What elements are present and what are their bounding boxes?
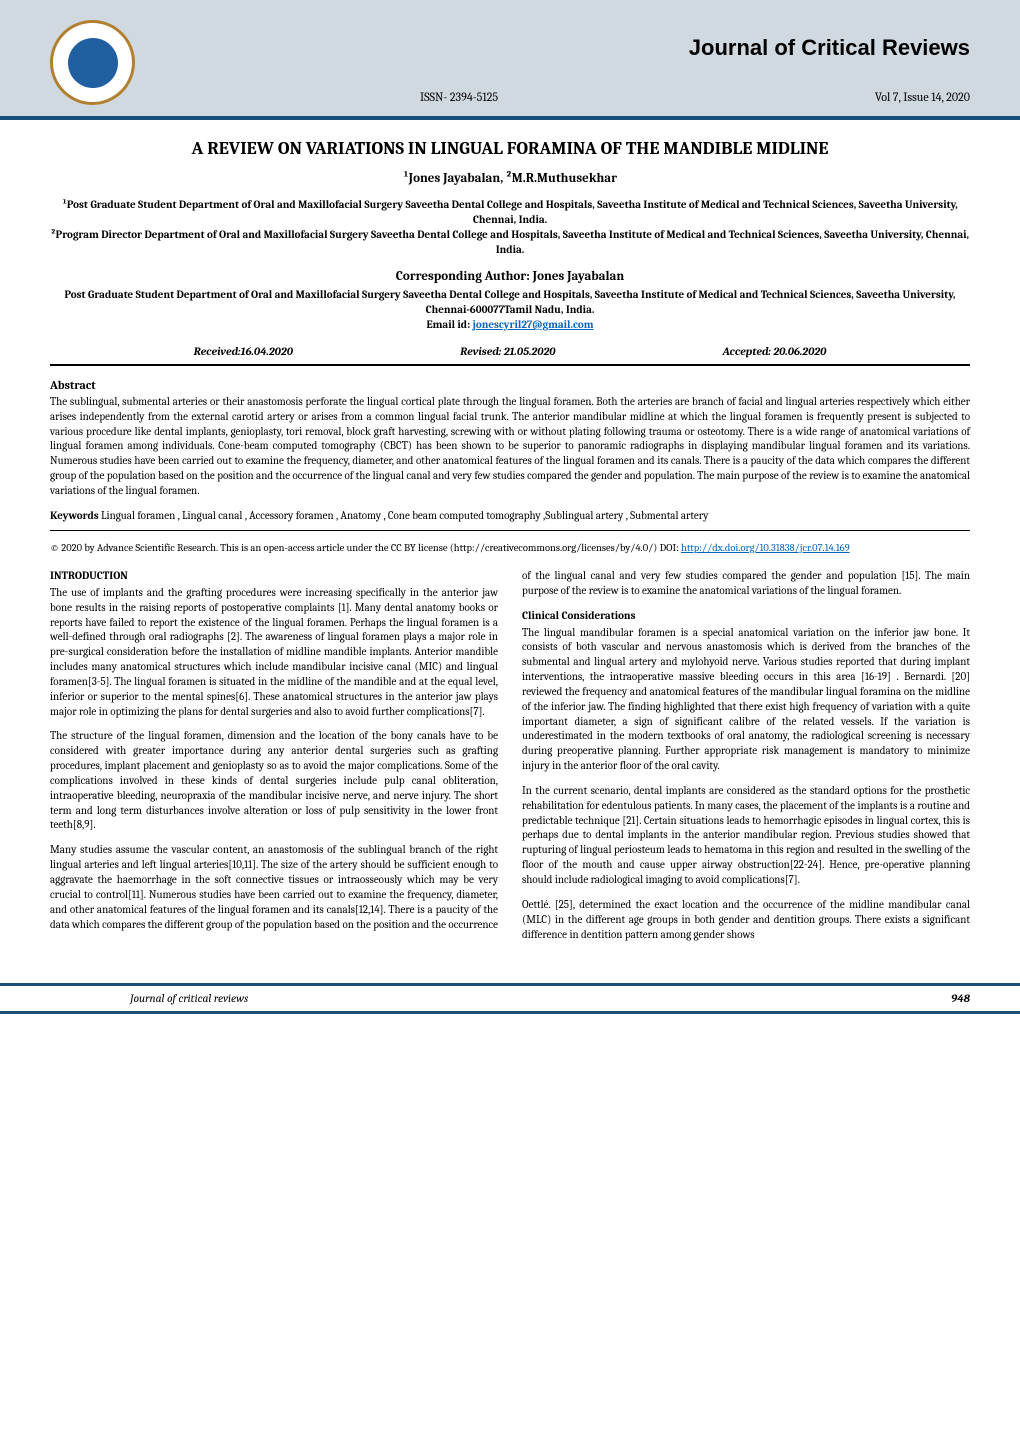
footer-journal-name: Journal of critical reviews bbox=[50, 992, 248, 1005]
affiliation-1: ¹Post Graduate Student Department of Ora… bbox=[62, 198, 958, 226]
keywords-label: Keywords bbox=[50, 509, 99, 522]
license-line: © 2020 by Advance Scientific Research. T… bbox=[50, 541, 970, 555]
keywords-text: Lingual foramen , Lingual canal , Access… bbox=[99, 509, 709, 522]
corresponding-author-body: Post Graduate Student Department of Oral… bbox=[50, 288, 970, 333]
email-label: Email id: bbox=[426, 318, 472, 331]
dates-row: Received:16.04.2020 Revised: 21.05.2020 … bbox=[50, 345, 970, 358]
abstract-text: The sublingual, submental arteries or th… bbox=[50, 395, 970, 499]
content-area: A REVIEW ON VARIATIONS IN LINGUAL FORAMI… bbox=[0, 120, 1020, 962]
vol-issue-text: Vol 7, Issue 14, 2020 bbox=[875, 90, 970, 104]
clinical-paragraph-2: In the current scenario, dental implants… bbox=[522, 784, 970, 888]
divider-top bbox=[50, 364, 970, 366]
issn-vol-row: ISSN- 2394-5125 Vol 7, Issue 14, 2020 bbox=[0, 90, 1020, 104]
revised-date: Revised: 21.05.2020 bbox=[460, 345, 555, 358]
body-columns: INTRODUCTION The use of implants and the… bbox=[50, 569, 970, 942]
received-date: Received:16.04.2020 bbox=[194, 345, 293, 358]
intro-paragraph-2: The structure of the lingual foramen, di… bbox=[50, 729, 498, 833]
affiliations: ¹Post Graduate Student Department of Ora… bbox=[50, 198, 970, 257]
keywords-line: Keywords Lingual foramen , Lingual canal… bbox=[50, 509, 970, 522]
footer-page-number: 948 bbox=[951, 992, 970, 1005]
introduction-heading: INTRODUCTION bbox=[50, 569, 498, 584]
logo-inner-circle bbox=[68, 38, 118, 88]
clinical-paragraph-1: The lingual mandibular foramen is a spec… bbox=[522, 626, 970, 774]
header-banner: Journal of Critical Reviews ISSN- 2394-5… bbox=[0, 0, 1020, 120]
corresponding-address: Post Graduate Student Department of Oral… bbox=[65, 288, 956, 316]
article-title: A REVIEW ON VARIATIONS IN LINGUAL FORAMI… bbox=[50, 138, 970, 159]
divider-mid bbox=[50, 530, 970, 531]
clinical-considerations-heading: Clinical Considerations bbox=[522, 609, 970, 624]
issn-text: ISSN- 2394-5125 bbox=[420, 90, 498, 104]
corresponding-author-heading: Corresponding Author: Jones Jayabalan bbox=[50, 269, 970, 284]
abstract-heading: Abstract bbox=[50, 378, 970, 392]
affiliation-2: ²Program Director Department of Oral and… bbox=[51, 228, 969, 256]
intro-paragraph-1: The use of implants and the grafting pro… bbox=[50, 586, 498, 720]
journal-title: Journal of Critical Reviews bbox=[689, 35, 970, 61]
email-link[interactable]: jonescyril27@gmail.com bbox=[473, 318, 594, 331]
license-text: © 2020 by Advance Scientific Research. T… bbox=[50, 542, 681, 554]
clinical-paragraph-3: Oettlé. [25], determined the exact locat… bbox=[522, 898, 970, 943]
accepted-date: Accepted: 20.06.2020 bbox=[723, 345, 827, 358]
page-footer: Journal of critical reviews 948 bbox=[0, 983, 1020, 1014]
authors-line: ¹Jones Jayabalan, ²M.R.Muthusekhar bbox=[50, 171, 970, 186]
doi-link[interactable]: http://dx.doi.org/10.31838/jcr.07.14.169 bbox=[681, 542, 850, 554]
